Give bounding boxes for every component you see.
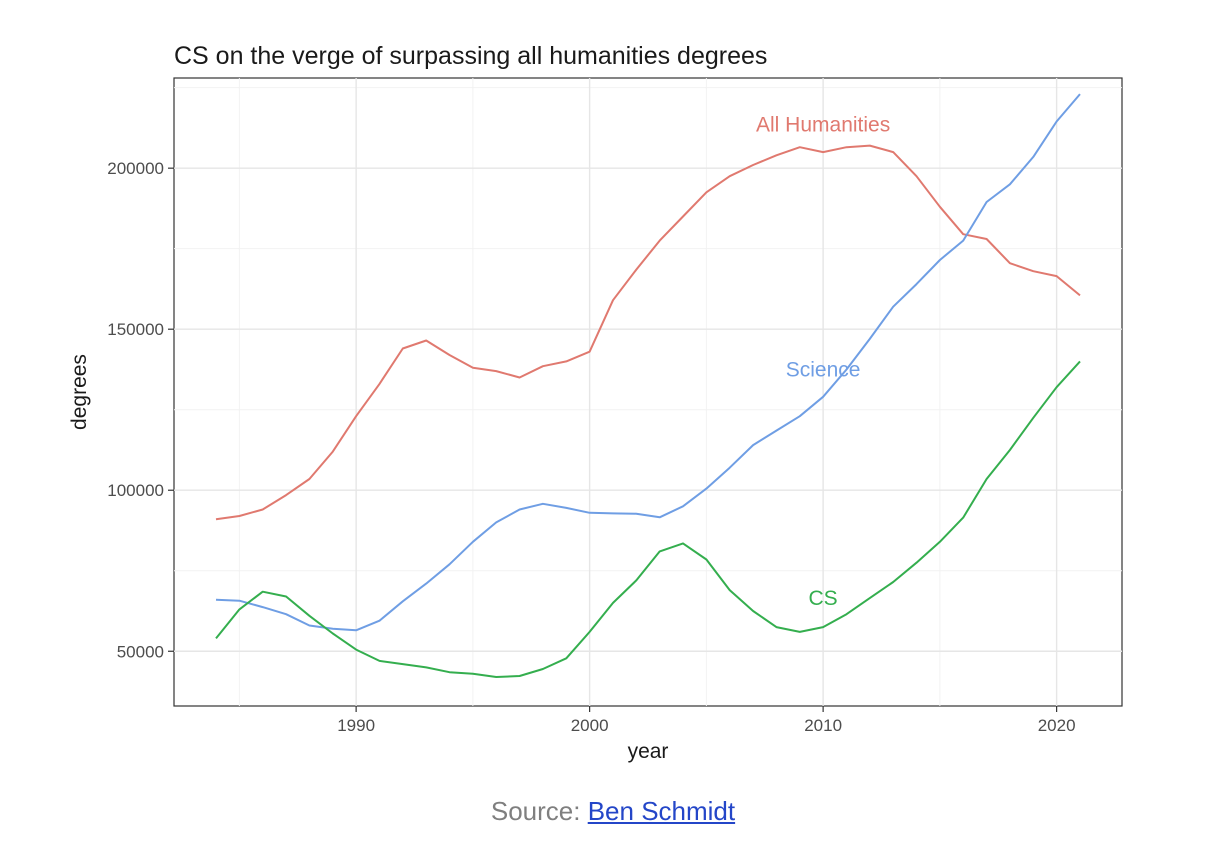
series-line-cs <box>215 360 1081 678</box>
series-label-cs: CS <box>809 587 838 610</box>
y-tick-label: 200000 <box>107 159 164 178</box>
y-tick-label: 50000 <box>117 642 164 661</box>
series-label-all-humanities: All Humanities <box>756 114 890 137</box>
grid-lines <box>174 78 1122 706</box>
y-tick-label: 100000 <box>107 481 164 500</box>
series-labels: All Humanities Science CS <box>756 114 890 610</box>
source-link[interactable]: Ben Schmidt <box>587 796 736 826</box>
line-chart: CS on the verge of surpassing all humani… <box>68 42 1123 763</box>
y-axis-label: degrees <box>68 354 91 430</box>
series-line-all-humanities <box>215 144 1081 521</box>
x-tick-label: 1990 <box>337 716 375 735</box>
x-axis-label: year <box>628 740 669 763</box>
y-tick-label: 150000 <box>107 320 164 339</box>
chart-title: CS on the verge of surpassing all humani… <box>174 42 767 70</box>
source-caption: Source: Ben Schmidt <box>0 796 1226 827</box>
series-lines <box>215 93 1081 678</box>
caption-prefix: Source: <box>490 796 588 826</box>
series-line-science <box>215 93 1081 632</box>
x-tick-label: 2010 <box>804 716 842 735</box>
axes: 1990 2000 2010 2020 50000 100000 150000 200000 <box>107 159 1075 735</box>
plot-panel <box>173 77 1123 707</box>
series-label-science: Science <box>786 358 861 381</box>
x-tick-label: 2020 <box>1038 716 1076 735</box>
x-tick-label: 2000 <box>571 716 609 735</box>
